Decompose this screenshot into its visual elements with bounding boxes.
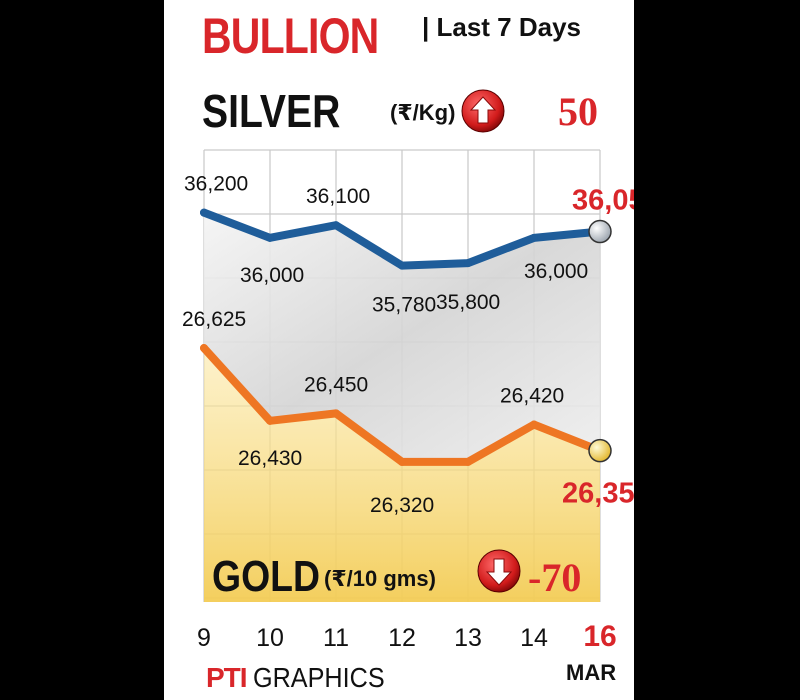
- x-tick-label: 9: [197, 624, 211, 652]
- silver-data-label: 35,800: [436, 291, 500, 314]
- silver-data-label: 36,200: [184, 173, 248, 196]
- silver-point: [266, 233, 274, 242]
- credit-logo: PTI GRAPHICS: [206, 662, 399, 694]
- silver-change-value: 50: [558, 89, 598, 134]
- silver-point: [530, 233, 538, 242]
- gold-data-label: 26,430: [238, 447, 302, 470]
- month-label: MAR: [566, 660, 617, 685]
- x-tick-label: 16: [583, 620, 616, 653]
- gold-point: [588, 438, 612, 463]
- silver-data-label: 36,000: [240, 264, 304, 287]
- credit-text: GRAPHICS: [252, 662, 385, 693]
- chart-title: BULLION: [202, 6, 417, 66]
- gold-point: [200, 344, 208, 353]
- x-tick-label: 12: [388, 624, 416, 652]
- silver-point: [588, 219, 612, 244]
- silver-data-label: 36,000: [524, 260, 588, 283]
- silver-point: [200, 208, 208, 217]
- chart-data-labels: 36,200 36,000 36,100 35,780 35,800 36,000 36,0…: [182, 173, 634, 517]
- gold-point: [332, 409, 340, 418]
- silver-band-fill: [204, 212, 600, 462]
- gold-name: GOLD: [212, 552, 321, 601]
- x-tick-label: 10: [256, 624, 284, 652]
- down-arrow-icon: [477, 549, 521, 593]
- gold-change-value: -70: [528, 555, 582, 600]
- chart-subtitle: | Last 7 Days: [422, 12, 582, 42]
- chart-title-main: BULLION: [202, 8, 379, 64]
- pti-logo: PTI: [206, 662, 248, 693]
- chart-fills: [204, 212, 600, 602]
- gold-data-label: 26,420: [500, 385, 564, 408]
- gold-area-fill: [204, 348, 600, 602]
- silver-data-label: 36,100: [306, 185, 370, 208]
- chart-area: 36,200 36,000 36,100 35,780 35,800 36,000 36,0…: [182, 149, 634, 653]
- gold-point: [266, 416, 274, 425]
- gold-heading: GOLD (₹/10 gms) -70: [212, 552, 581, 602]
- gold-data-label: 26,320: [370, 494, 434, 517]
- gold-point: [398, 457, 406, 466]
- silver-heading: SILVER (₹/Kg) 50: [202, 84, 598, 138]
- silver-unit: (₹/Kg): [390, 100, 456, 125]
- silver-point: [398, 261, 406, 270]
- silver-point: [332, 221, 340, 230]
- silver-name: SILVER: [202, 85, 341, 137]
- silver-data-label: 35,780: [372, 294, 436, 317]
- gold-point: [464, 457, 472, 466]
- silver-data-label: 36,050: [572, 185, 634, 217]
- silver-point: [464, 259, 472, 268]
- x-tick-label: 13: [454, 624, 482, 652]
- gold-data-label: 26,350: [562, 478, 634, 510]
- x-tick-label: 14: [520, 624, 548, 652]
- gold-data-label: 26,450: [304, 373, 368, 396]
- chart-x-ticks: 9 10 11 12 13 14 16: [197, 620, 617, 653]
- chart-card: 36,200 36,000 36,100 35,780 35,800 36,000 36,0…: [164, 0, 634, 700]
- gold-point: [530, 420, 538, 429]
- chart-series: [200, 208, 612, 466]
- gold-unit: (₹/10 gms): [324, 566, 436, 591]
- x-tick-label: 11: [323, 624, 349, 652]
- up-arrow-icon: [461, 89, 505, 133]
- gold-data-label: 26,625: [182, 308, 246, 331]
